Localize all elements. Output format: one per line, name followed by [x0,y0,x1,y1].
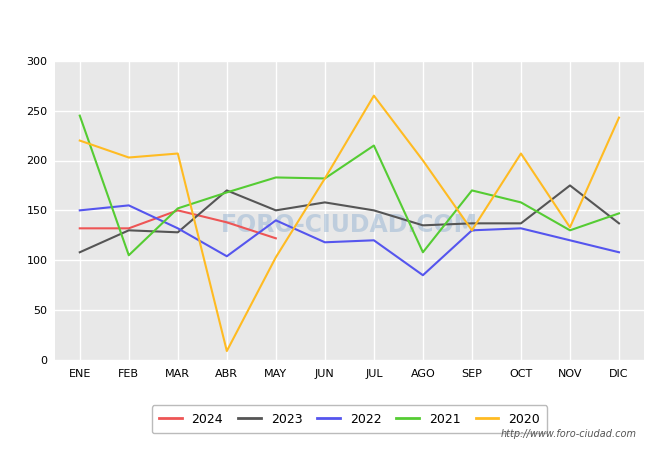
Text: FORO-CIUDAD.COM: FORO-CIUDAD.COM [221,213,478,237]
Legend: 2024, 2023, 2022, 2021, 2020: 2024, 2023, 2022, 2021, 2020 [151,405,547,433]
Text: http://www.foro-ciudad.com: http://www.foro-ciudad.com [501,429,637,439]
Text: Matriculaciones de Vehiculos en Granollers: Matriculaciones de Vehiculos en Granolle… [131,7,519,25]
